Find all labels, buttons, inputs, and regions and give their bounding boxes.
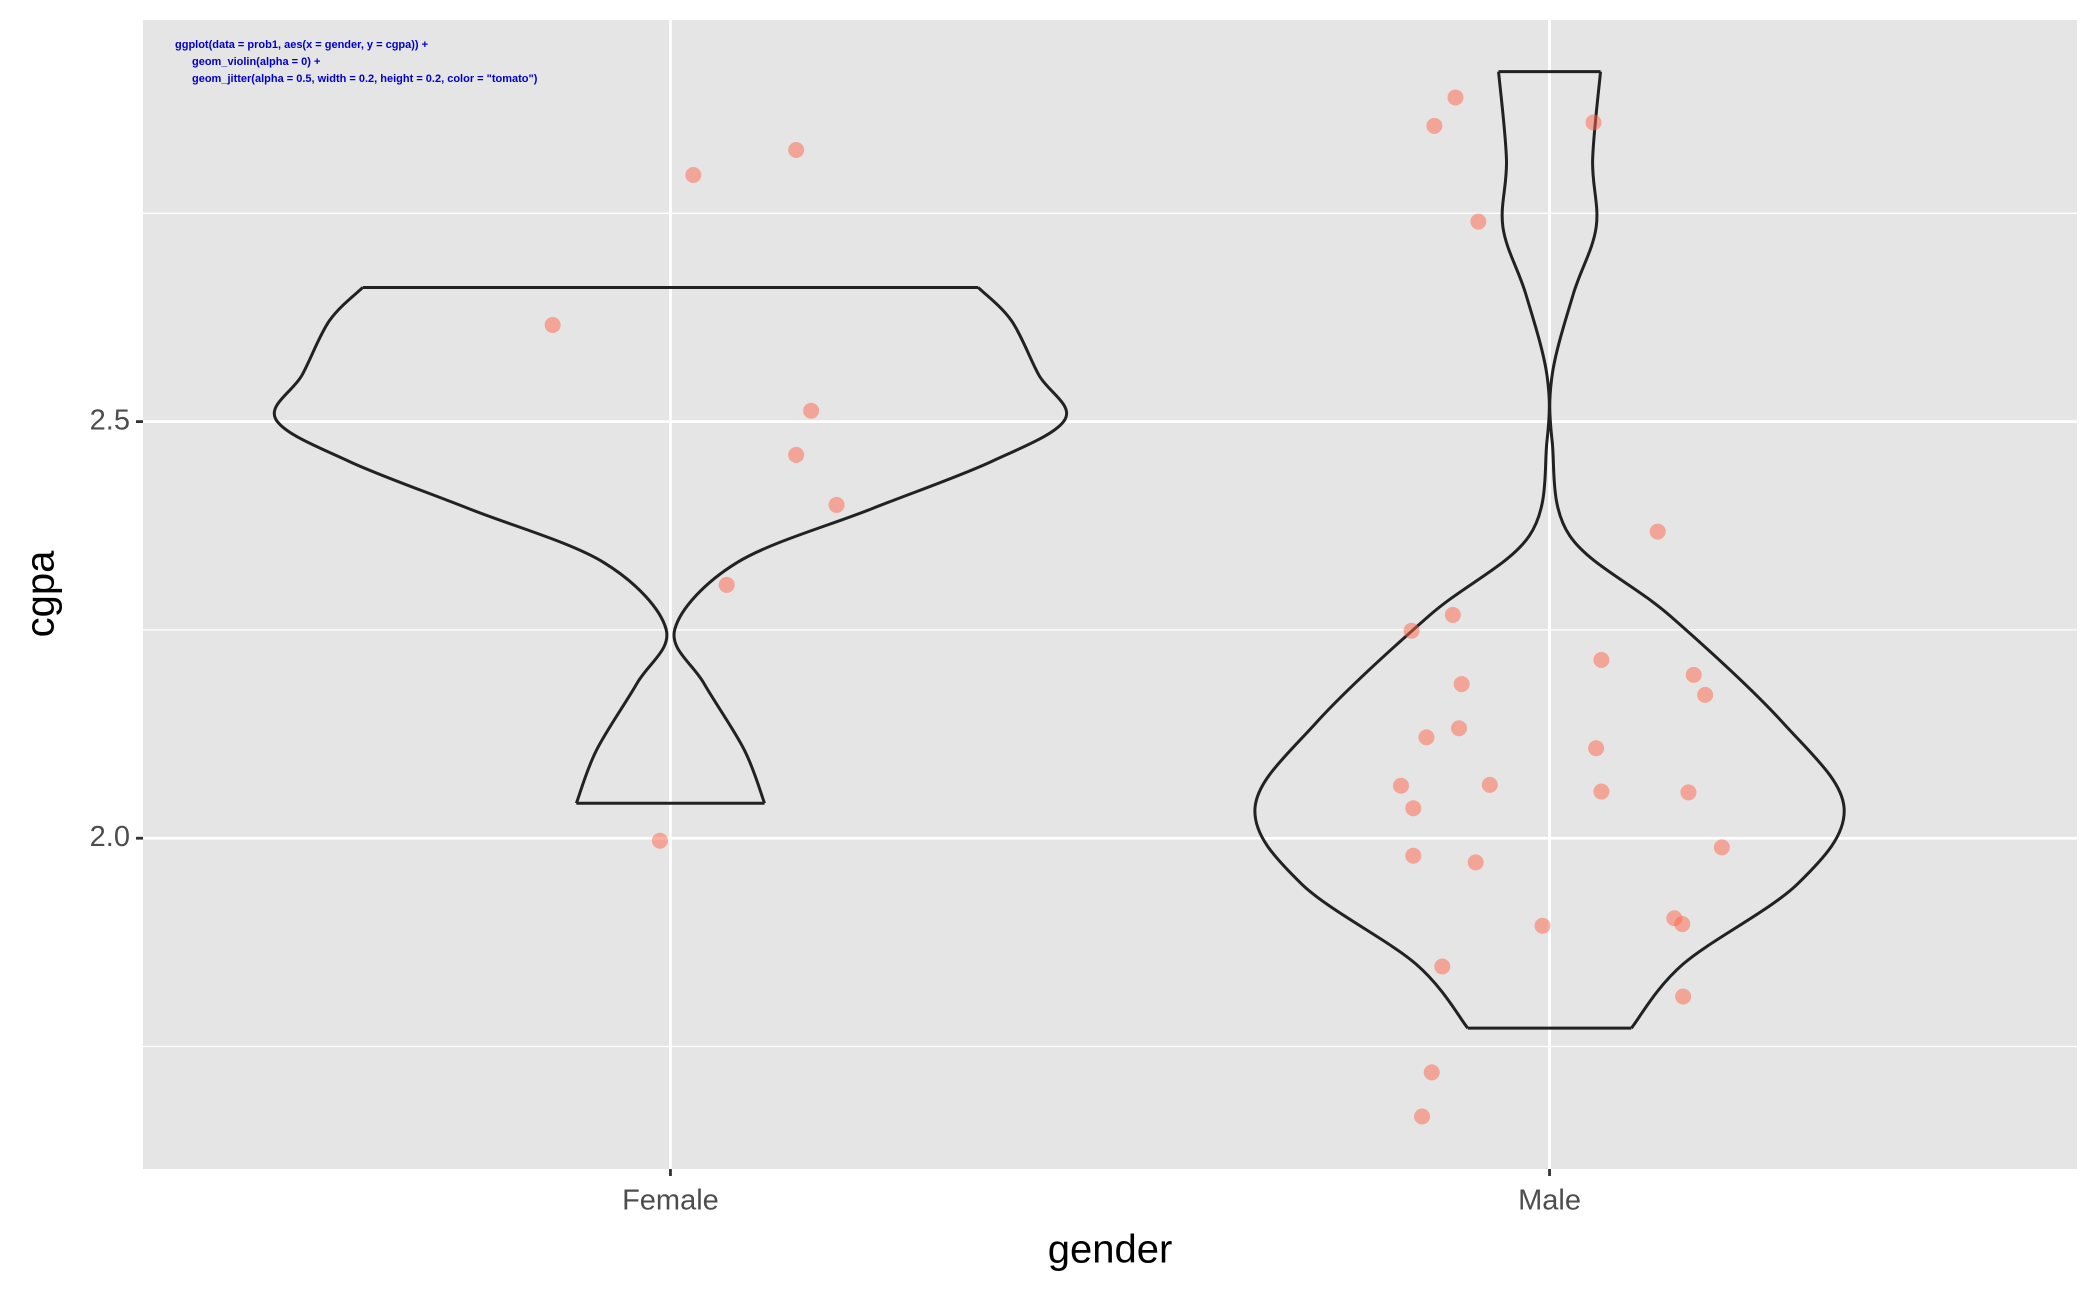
jitter-point xyxy=(1697,686,1714,703)
jitter-point xyxy=(1593,651,1610,668)
jitter-point xyxy=(1470,213,1487,230)
grid xyxy=(143,20,2077,1169)
code-annotation: geom_jitter(alpha = 0.5, width = 0.2, he… xyxy=(192,73,538,85)
code-annotation: ggplot(data = prob1, aes(x = gender, y =… xyxy=(175,39,428,51)
jitter-point xyxy=(718,576,735,593)
jitter-point xyxy=(651,832,668,849)
jitter-point xyxy=(1426,117,1443,134)
jitter-point xyxy=(803,402,820,419)
jitter-point xyxy=(685,166,702,183)
x-axis-title: gender xyxy=(1048,1228,1173,1272)
panel xyxy=(143,20,2077,1169)
jitter-point xyxy=(1392,777,1409,794)
jitter-point xyxy=(1447,89,1464,106)
y-tick-label: 2.0 xyxy=(90,821,130,853)
jitter-point xyxy=(1675,988,1692,1005)
jitter-point xyxy=(1444,606,1461,623)
jitter-point xyxy=(1450,720,1467,737)
jitter-point xyxy=(1685,666,1702,683)
jitter-point xyxy=(1649,523,1666,540)
x-tick-label: Male xyxy=(1518,1185,1581,1217)
violin-side xyxy=(1253,71,1551,1030)
jitter-point xyxy=(1588,740,1605,757)
jitter-point xyxy=(1405,800,1422,817)
jitter-point xyxy=(828,496,845,513)
jitter-point xyxy=(788,446,805,463)
jitter-point xyxy=(1453,676,1470,693)
jitter-point xyxy=(544,316,561,333)
jitter-point xyxy=(1414,1108,1431,1125)
code-annotation: geom_violin(alpha = 0) + xyxy=(192,56,320,68)
jitter-point xyxy=(1403,622,1420,639)
jitter-point xyxy=(1434,958,1451,975)
violin-side xyxy=(672,286,1069,804)
x-tick-label: Female xyxy=(622,1185,719,1217)
jitter-point xyxy=(1680,784,1697,801)
jitter-point xyxy=(788,141,805,158)
jitter-point xyxy=(1418,729,1435,746)
jitter-point xyxy=(1534,917,1551,934)
jitter-point xyxy=(1467,854,1484,871)
jitter-point xyxy=(1674,916,1691,933)
jitter-point xyxy=(1713,839,1730,856)
violin-side xyxy=(1548,71,1846,1030)
jitter-point xyxy=(1405,847,1422,864)
y-tick-label: 2.5 xyxy=(90,404,130,436)
violin-side xyxy=(272,286,669,804)
jitter-point xyxy=(1585,114,1602,131)
jitter-point xyxy=(1593,783,1610,800)
jitter-point xyxy=(1481,776,1498,793)
marks xyxy=(272,70,1846,1125)
jitter-point xyxy=(1423,1064,1440,1081)
y-axis-title: cgpa xyxy=(19,550,63,637)
